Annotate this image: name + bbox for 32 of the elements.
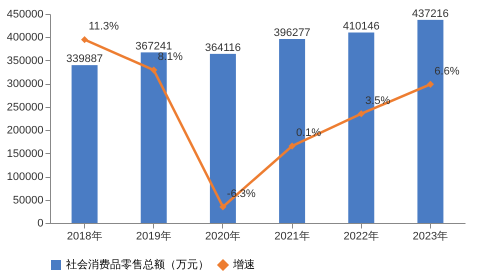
x-tick-label: 2018年 xyxy=(66,230,102,242)
x-tick-label: 2021年 xyxy=(274,230,310,242)
point xyxy=(426,80,434,88)
y-tick-label: 350000 xyxy=(6,54,44,67)
point xyxy=(358,110,365,118)
data-label: 437216 xyxy=(412,8,449,20)
y-tick-label: 400000 xyxy=(6,32,44,44)
bar xyxy=(72,65,98,223)
y-tick-label: 150000 xyxy=(6,148,44,160)
point xyxy=(288,142,296,150)
point xyxy=(81,36,88,44)
y-tick-label: 250000 xyxy=(6,101,44,114)
y-tick-label: 0 xyxy=(37,218,44,230)
x-tick-label: 2020年 xyxy=(205,230,241,242)
y-tick-label: 300000 xyxy=(6,78,44,90)
legend-label: 增速 xyxy=(232,258,255,271)
point xyxy=(219,203,226,210)
data-label: 339887 xyxy=(66,53,103,66)
y-tick-label: 50000 xyxy=(12,194,44,206)
y-tick-label: 200000 xyxy=(6,124,44,137)
y-tick-label: 100000 xyxy=(6,171,44,184)
data-label: 364116 xyxy=(204,42,241,54)
data-label: 396277 xyxy=(274,26,310,39)
data-label: 410146 xyxy=(342,20,380,33)
y-tick-label: 450000 xyxy=(6,8,44,20)
point xyxy=(150,66,158,74)
x-tick-label: 2022年 xyxy=(344,230,379,242)
x-tick-label: 2023年 xyxy=(412,230,448,242)
x-tick-label: 2019年 xyxy=(136,230,172,242)
data-label: 367241 xyxy=(135,40,172,52)
data-label: 11.3% xyxy=(88,20,120,33)
legend-label: 社会消费品零售总额（万元） xyxy=(66,258,209,271)
